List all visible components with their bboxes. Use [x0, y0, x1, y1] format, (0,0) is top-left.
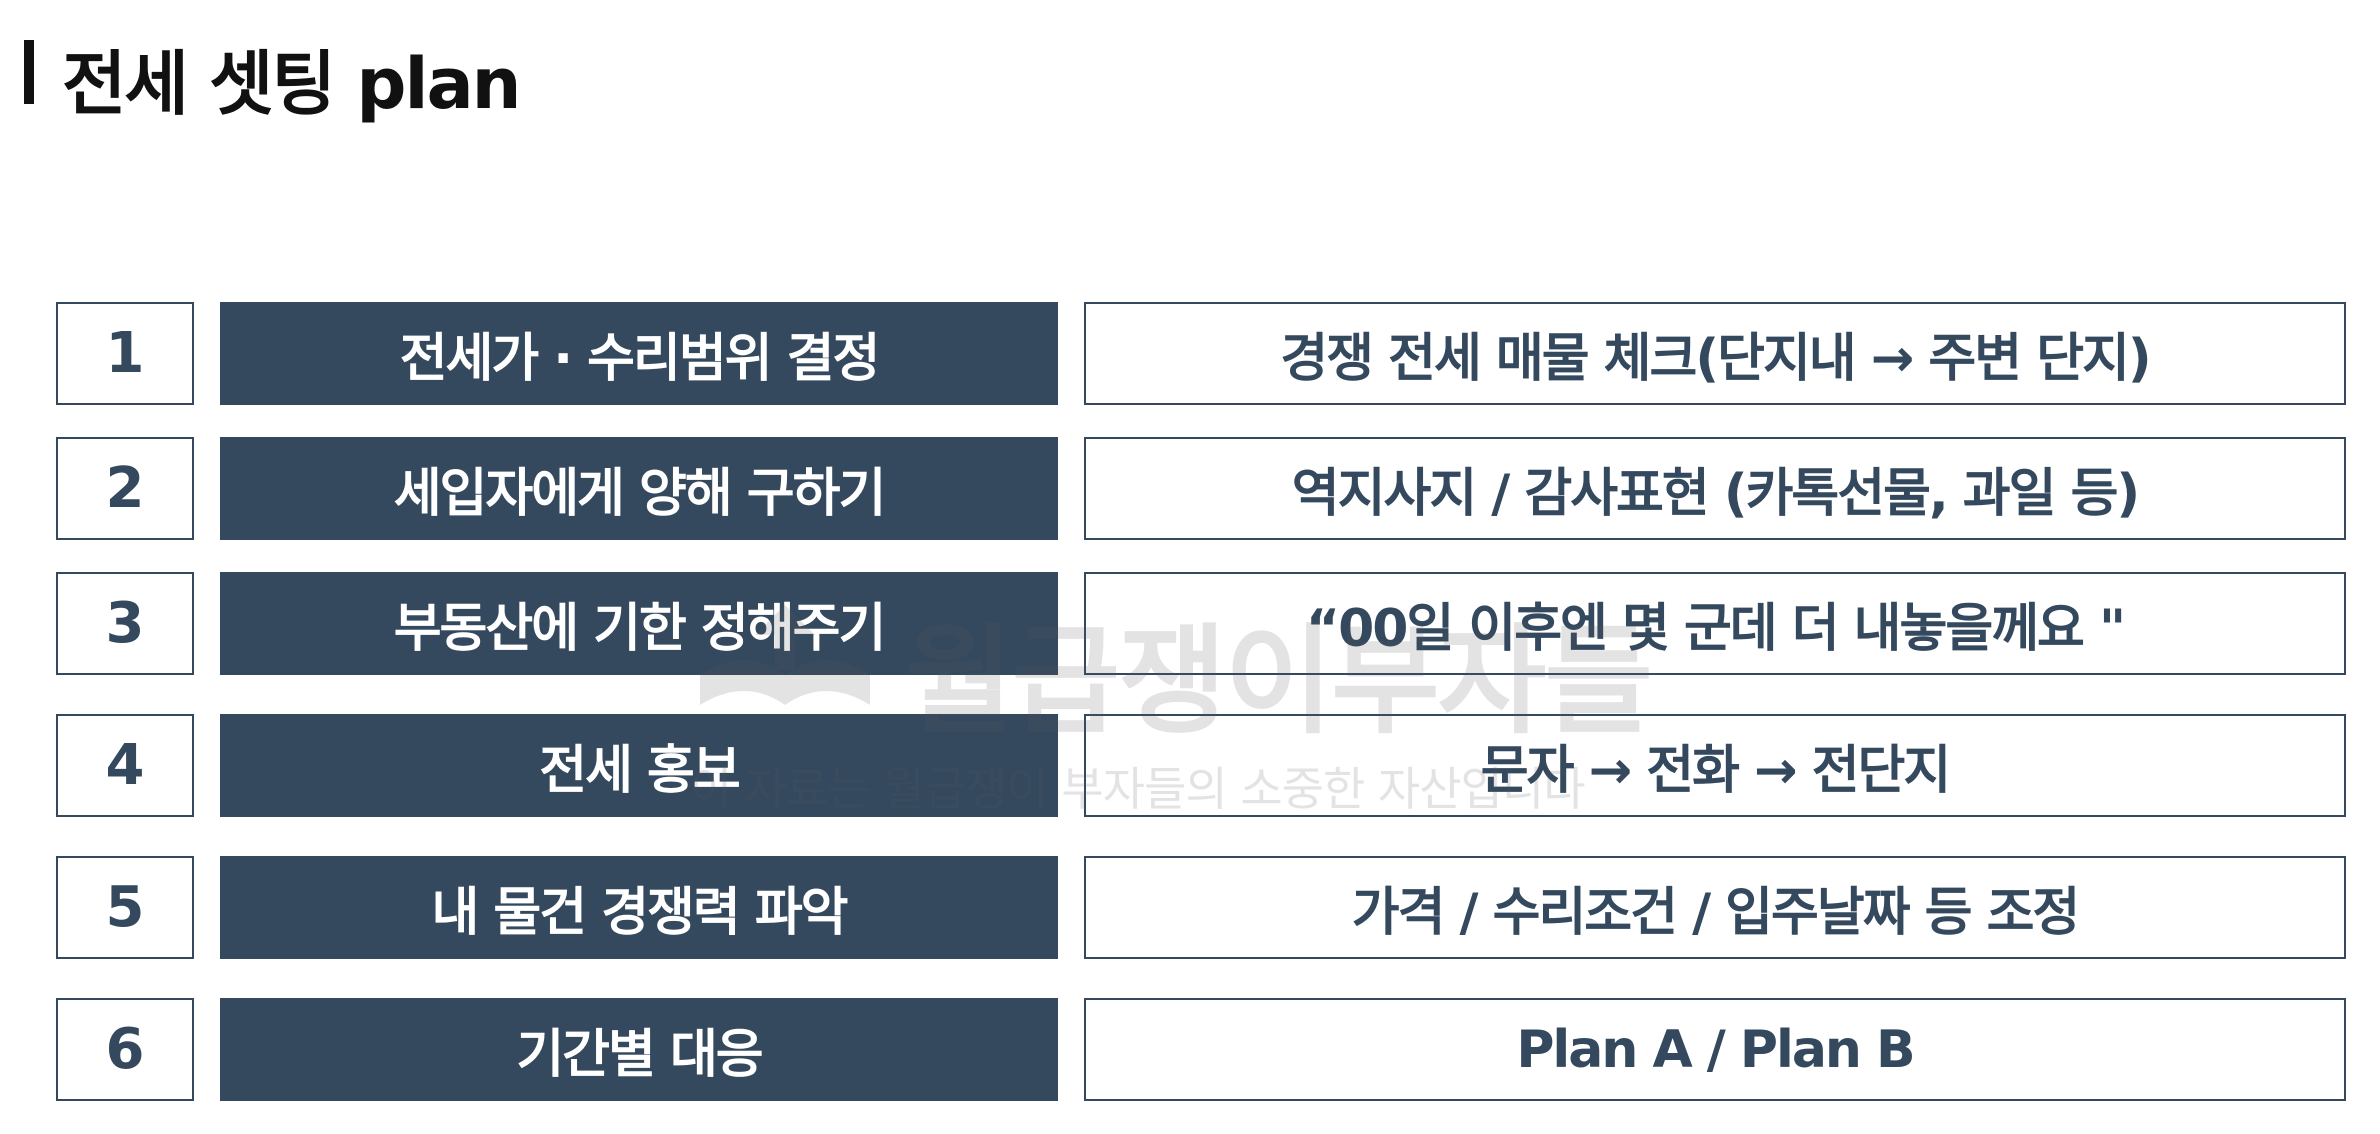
step-number: 4: [56, 714, 194, 817]
page-title: 전세 셋팅 plan: [62, 43, 522, 125]
step-action: 부동산에 기한 정해주기: [220, 572, 1058, 675]
step-number: 1: [56, 302, 194, 405]
step-detail: Plan A / Plan B: [1084, 998, 2346, 1101]
title-accent-bar: [24, 40, 34, 104]
step-action: 내 물건 경쟁력 파악: [220, 856, 1058, 959]
plan-row-5: 5 내 물건 경쟁력 파악 가격 / 수리조건 / 입주날짜 등 조정: [0, 856, 2380, 959]
step-number: 3: [56, 572, 194, 675]
plan-row-3: 3 부동산에 기한 정해주기 “00일 이후엔 몇 군데 더 내놓을께요 ": [0, 572, 2380, 675]
plan-row-2: 2 세입자에게 양해 구하기 역지사지 / 감사표현 (카톡선물, 과일 등): [0, 437, 2380, 540]
step-detail: 역지사지 / 감사표현 (카톡선물, 과일 등): [1084, 437, 2346, 540]
step-action: 세입자에게 양해 구하기: [220, 437, 1058, 540]
step-detail: “00일 이후엔 몇 군데 더 내놓을께요 ": [1084, 572, 2346, 675]
plan-row-1: 1 전세가 · 수리범위 결정 경쟁 전세 매물 체크(단지내 → 주변 단지): [0, 302, 2380, 405]
step-number: 6: [56, 998, 194, 1101]
step-action: 전세 홍보: [220, 714, 1058, 817]
step-detail: 경쟁 전세 매물 체크(단지내 → 주변 단지): [1084, 302, 2346, 405]
step-action: 기간별 대응: [220, 998, 1058, 1101]
step-number: 2: [56, 437, 194, 540]
plan-row-4: 4 전세 홍보 문자 → 전화 → 전단지: [0, 714, 2380, 817]
step-number: 5: [56, 856, 194, 959]
step-detail: 문자 → 전화 → 전단지: [1084, 714, 2346, 817]
plan-row-6: 6 기간별 대응 Plan A / Plan B: [0, 998, 2380, 1101]
step-detail: 가격 / 수리조건 / 입주날짜 등 조정: [1084, 856, 2346, 959]
step-action: 전세가 · 수리범위 결정: [220, 302, 1058, 405]
